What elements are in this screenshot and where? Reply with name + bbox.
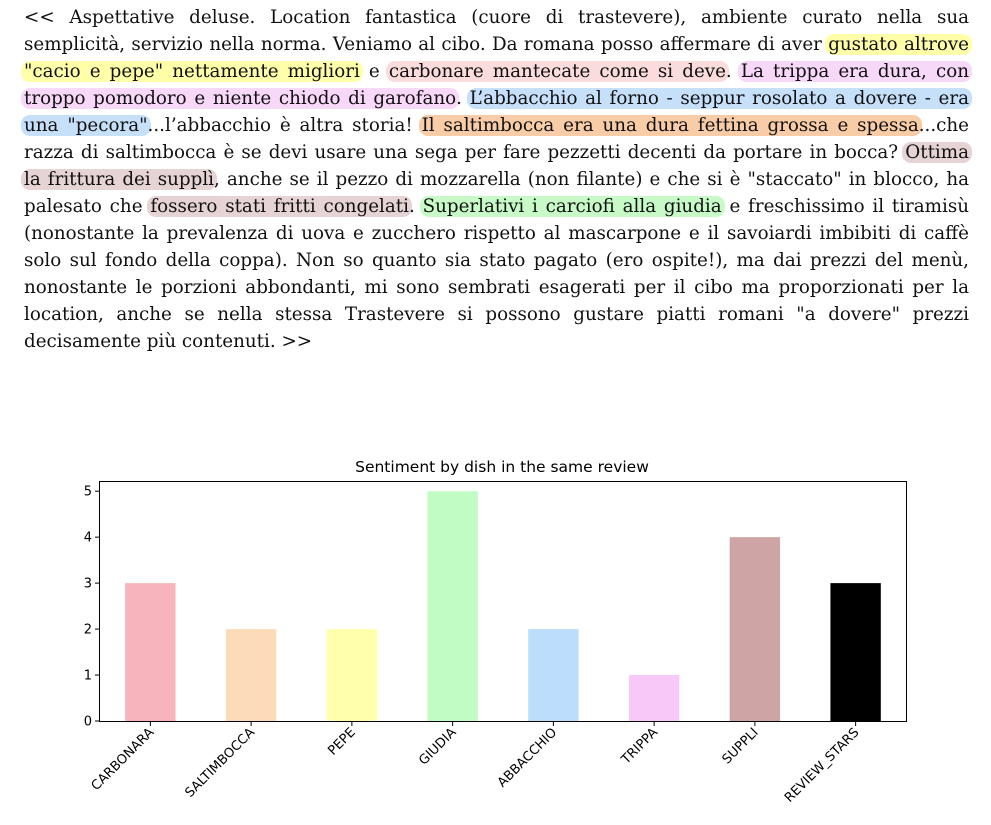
x-axis: CARBONARA SALTIMBOCCA PEPE GIUDIA ABBACCHIO T… [89,721,863,806]
x-tick-label: PEPE [325,725,358,758]
review-text-segment: e [359,61,389,82]
review-text-segment: ...che razza di saltimbocca è se devi us… [24,115,969,163]
y-axis: 0 1 2 3 4 5 [84,485,100,730]
y-tick-label: 5 [84,485,92,500]
bar-trippa [628,675,680,721]
review-text-segment: . [725,61,741,82]
review-text-segment: ...l’abbacchio è altra storia! [147,115,422,136]
bar-abbacchio [528,629,579,721]
bar-saltimbocca [225,629,277,721]
highlighted-phrase: fossero stati fritti congelati [147,196,412,217]
x-tick-label: REVIEW_STARS [782,725,863,806]
highlighted-phrase: carbonare mantecate come si deve [385,61,729,82]
bar-review-stars [830,583,881,721]
bars [125,491,881,721]
bar-suppli [729,537,781,721]
review-text-segment: . [456,88,470,109]
bar-carbonara [125,583,176,721]
bar-giudia [427,491,478,721]
x-tick-label: GIUDIA [416,725,459,768]
x-tick-label: TRIPPA [618,725,661,768]
review-text-segment: << Aspettative deluse. Location fantasti… [24,7,969,55]
highlighted-phrase: Il saltimbocca era una dura fettina gros… [418,115,922,136]
y-tick-label: 1 [84,669,92,684]
review-text-segment: e freschissimo il tiramisù (nonostante l… [24,196,970,352]
x-tick-label: SALTIMBOCCA [182,725,258,801]
review-text-segment: , anche se il pezzo di mozzarella (non f… [24,169,969,217]
review-text: << Aspettative deluse. Location fantasti… [21,4,972,355]
y-tick-label: 4 [84,531,92,546]
y-tick-label: 3 [84,577,92,592]
y-tick-label: 0 [84,715,92,730]
bar-pepe [326,629,378,721]
highlighted-phrase: Super­lativi i carciofi alla giudia [419,196,725,217]
sentiment-bar-chart: Sentiment by dish in the same review 0 1 2… [84,458,907,806]
y-tick-label: 2 [84,623,92,638]
chart-title: Sentiment by dish in the same review [355,458,649,476]
x-tick-label: ABBACCHIO [495,725,560,790]
x-tick-label: SUPPLI [720,725,762,767]
review-text-segment: . [408,196,423,217]
plot-frame [99,481,907,722]
x-tick-label: CARBONARA [89,725,158,794]
